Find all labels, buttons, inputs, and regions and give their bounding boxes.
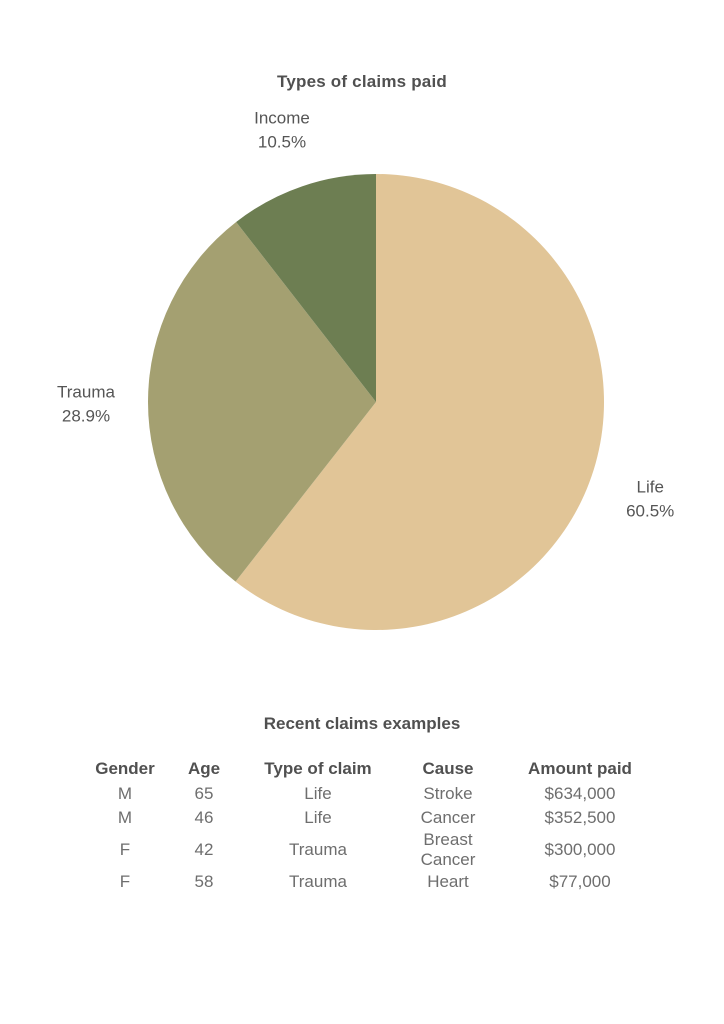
column-header-amount-paid: Amount paid — [528, 759, 632, 778]
cell-amount-paid: $634,000 — [544, 784, 616, 803]
cell-type-of-claim: Life — [304, 808, 332, 827]
cell-type-of-claim: Life — [304, 784, 332, 803]
cell-type-of-claim: Trauma — [289, 872, 347, 891]
pie-slice-life — [235, 173, 605, 630]
table-row: M 65 Life Stroke $634,000 — [84, 782, 658, 806]
cell-age: 65 — [194, 784, 214, 803]
table-title: Recent claims examples — [263, 714, 461, 733]
cell-gender: F — [119, 840, 131, 859]
cell-amount-paid: $352,500 — [544, 808, 616, 827]
table-header-row: Gender Age Type of claim Cause Amount pa… — [84, 756, 658, 782]
cell-cause: Stroke — [423, 784, 473, 803]
cell-amount-paid: $300,000 — [544, 840, 616, 859]
slice-value-life: 60.5% — [626, 502, 674, 521]
table-row: F 42 Trauma Breast Cancer $300,000 — [84, 830, 658, 870]
cell-type-of-claim: Trauma — [289, 840, 347, 859]
pie-chart: Life 60.5% Trauma 28.9% Income 10.5% — [57, 109, 674, 630]
cell-cause: Breast Cancer — [420, 830, 476, 869]
cell-amount-paid: $77,000 — [549, 872, 611, 891]
cell-gender: M — [117, 784, 133, 803]
slice-label-trauma: Trauma — [57, 383, 115, 402]
slice-label-life: Life — [636, 478, 663, 497]
column-header-gender: Gender — [95, 759, 155, 778]
cell-age: 58 — [194, 872, 214, 891]
column-header-cause: Cause — [422, 759, 474, 778]
table-row: F 58 Trauma Heart $77,000 — [84, 870, 658, 894]
cell-cause: Heart — [427, 872, 469, 891]
column-header-age: Age — [187, 759, 221, 778]
table-row: M 46 Life Cancer $352,500 — [84, 806, 658, 830]
cell-age: 42 — [194, 840, 214, 859]
chart-title: Types of claims paid — [277, 72, 447, 91]
pie-slice-trauma — [148, 221, 376, 582]
pie-slice-income — [236, 174, 376, 402]
column-header-type-of-claim: Type of claim — [264, 759, 372, 778]
claims-table: Gender Age Type of claim Cause Amount pa… — [84, 756, 658, 894]
slice-value-trauma: 28.9% — [62, 407, 110, 426]
slice-value-income: 10.5% — [258, 133, 306, 152]
cell-gender: F — [119, 872, 131, 891]
slice-label-income: Income — [254, 109, 310, 128]
cell-age: 46 — [194, 808, 214, 827]
cell-gender: M — [117, 808, 133, 827]
cell-cause: Cancer — [420, 808, 476, 827]
